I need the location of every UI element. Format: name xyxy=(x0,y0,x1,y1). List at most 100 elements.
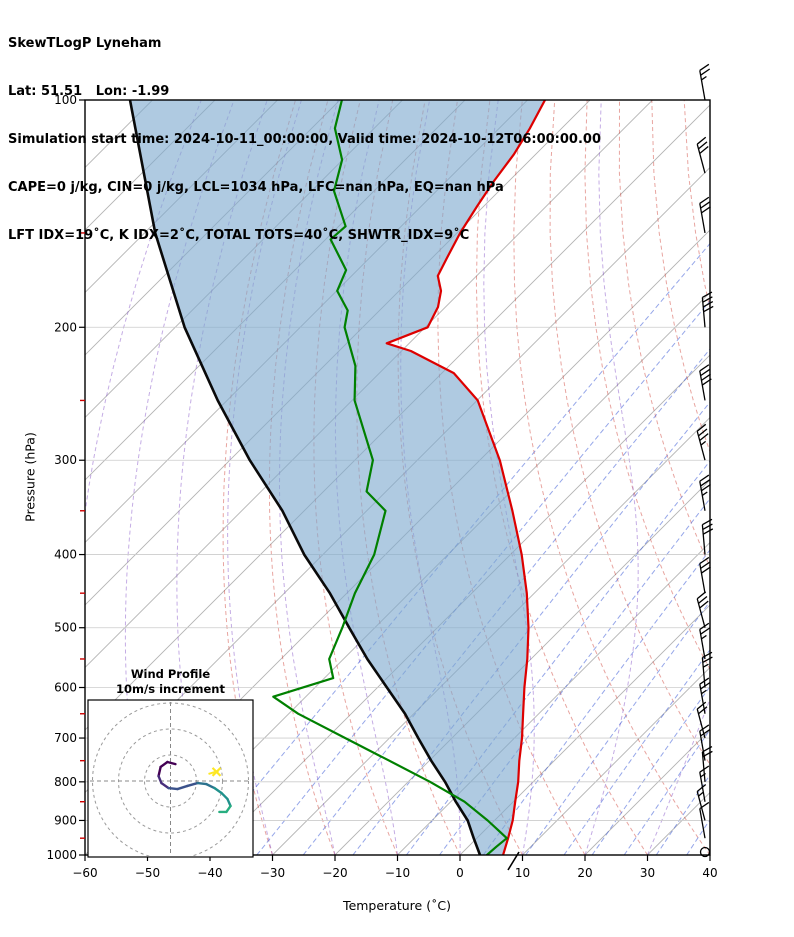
isotherm-line xyxy=(584,729,710,855)
wind-barb xyxy=(701,518,714,555)
mixing-ratio-line xyxy=(482,549,710,855)
x-tick-label: −60 xyxy=(72,866,97,880)
isotherm-line xyxy=(647,791,710,855)
y-tick-label: 200 xyxy=(54,320,77,334)
wind-barb xyxy=(696,136,709,174)
isotherm-line xyxy=(522,666,710,855)
isotherm-line xyxy=(459,604,710,855)
hodograph-trace xyxy=(226,797,232,808)
header-times: Simulation start time: 2024-10-11_00:00:… xyxy=(8,132,601,147)
wind-barb xyxy=(699,724,711,761)
header-cape-cin: CAPE=0 j/kg, CIN=0 j/kg, LCL=1034 hPa, L… xyxy=(8,180,504,195)
cape-shading xyxy=(130,100,545,855)
mixing-ratio-line xyxy=(525,600,710,855)
hodograph-trace xyxy=(157,774,163,785)
dry-adiabat-line xyxy=(683,100,710,311)
hodograph-trace xyxy=(186,781,199,788)
hodograph-trace xyxy=(167,786,179,791)
moist-adiabat-line xyxy=(176,100,268,855)
x-tick-label: −40 xyxy=(197,866,222,880)
x-tick-label: −10 xyxy=(385,866,410,880)
hodograph-trace xyxy=(205,782,216,790)
hodograph-ring xyxy=(92,702,249,856)
hodograph-trace xyxy=(166,760,177,766)
hodograph-trace xyxy=(159,760,169,769)
hodograph-trace xyxy=(225,804,232,814)
hodograph-trace xyxy=(176,784,189,791)
isotherm-line xyxy=(709,854,710,855)
x-tick-label: 10 xyxy=(515,866,530,880)
wind-barb xyxy=(696,423,709,461)
surface-wind-mark xyxy=(507,851,520,871)
y-tick-label: 900 xyxy=(54,813,77,827)
y-tick-label: 800 xyxy=(54,775,77,789)
dry-adiabat-line xyxy=(717,100,794,855)
dewpoint-line xyxy=(272,100,508,855)
dry-adiabat-line xyxy=(475,100,648,855)
isotherm-line xyxy=(147,291,710,855)
moist-adiabat-line xyxy=(334,100,398,855)
y-tick-label: 100 xyxy=(54,93,77,107)
wind-barb xyxy=(699,364,712,401)
header-title: SkewTLogP Lyneham xyxy=(8,36,162,51)
y-tick-label: 300 xyxy=(54,453,77,467)
wind-barbs-group xyxy=(696,63,714,858)
wind-barb xyxy=(696,701,708,739)
wind-barb xyxy=(696,591,709,628)
wind-barb xyxy=(699,63,711,101)
y-tick-label: 400 xyxy=(54,548,77,562)
mixing-ratio-line xyxy=(655,773,710,855)
hodograph-title: Wind Profile 10m/s increment xyxy=(88,667,253,696)
hodograph-ring xyxy=(144,754,197,808)
hodograph-trace xyxy=(213,786,223,795)
header-latlon: Lat: 51.51 Lon: -1.99 xyxy=(8,84,170,99)
hodograph-title-line1: Wind Profile xyxy=(130,667,211,681)
wind-barb xyxy=(696,784,707,821)
wind-barb xyxy=(699,474,711,511)
hodograph-trace xyxy=(157,765,162,778)
dry-adiabat-line xyxy=(513,100,710,855)
y-tick-label: 700 xyxy=(54,731,77,745)
header-indices: LFT IDX=19˚C, K IDX=2˚C, TOTAL TOTS=40˚C… xyxy=(8,228,470,243)
moist-adiabat-line xyxy=(709,853,710,855)
mixing-ratio-line xyxy=(623,728,710,855)
x-tick-label: 30 xyxy=(640,866,655,880)
mixing-ratio-line xyxy=(406,460,710,855)
wind-barb xyxy=(699,196,711,234)
profiles-group xyxy=(128,100,547,855)
y-tick-label: 500 xyxy=(54,621,77,635)
wind-barb xyxy=(699,765,710,802)
moist-adiabat-line xyxy=(647,697,710,855)
mixing-ratio-line xyxy=(563,648,710,855)
mixing-ratio-line xyxy=(591,685,710,855)
dry-adiabat-line xyxy=(584,100,710,671)
x-tick-label: −30 xyxy=(260,866,285,880)
moist-adiabat-line xyxy=(85,100,202,855)
x-tick-label: −50 xyxy=(135,866,160,880)
mixing-ratio-line xyxy=(686,818,710,855)
hodograph-marker-segment xyxy=(208,769,219,775)
x-tick-label: 40 xyxy=(702,866,717,880)
isotherm-line xyxy=(209,354,710,855)
dry-adiabat-line xyxy=(618,100,710,569)
y-tick-label: 600 xyxy=(54,681,77,695)
isotherm-line xyxy=(85,100,216,231)
hodograph-trace xyxy=(220,791,229,801)
wind-barb xyxy=(699,622,711,660)
isotherm-line xyxy=(85,100,278,294)
parcel-trace-line xyxy=(128,100,482,855)
x-axis-label: Temperature (˚C) xyxy=(343,898,451,913)
x-tick-label: 0 xyxy=(456,866,464,880)
x-tick-label: −20 xyxy=(322,866,347,880)
header-block: SkewTLogP Lyneham Lat: 51.51 Lon: -1.99 … xyxy=(8,4,601,276)
moist-adiabat-line xyxy=(483,100,535,855)
y-tick-label: 1000 xyxy=(46,848,77,862)
wind-barb xyxy=(699,677,711,714)
temperature-line xyxy=(385,100,547,855)
hodograph-ring xyxy=(118,728,223,834)
y-axis-label: Pressure (hPa) xyxy=(22,432,38,522)
calm-wind-circle xyxy=(699,846,711,858)
